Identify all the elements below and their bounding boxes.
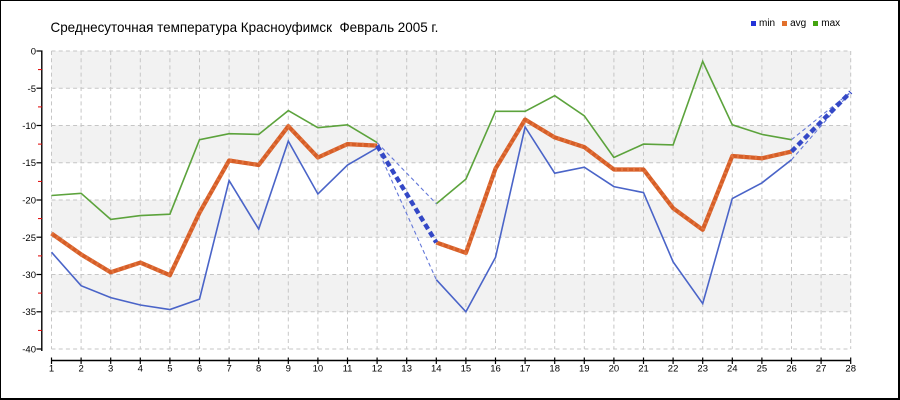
svg-text:24: 24 bbox=[727, 364, 738, 375]
svg-text:18: 18 bbox=[549, 364, 560, 375]
svg-text:-25: -25 bbox=[22, 233, 36, 244]
svg-text:9: 9 bbox=[286, 364, 291, 375]
svg-text:15: 15 bbox=[461, 364, 472, 375]
svg-text:-15: -15 bbox=[22, 158, 36, 169]
svg-text:-20: -20 bbox=[22, 196, 36, 207]
svg-text:4: 4 bbox=[138, 364, 143, 375]
svg-text:-30: -30 bbox=[22, 270, 36, 281]
svg-text:14: 14 bbox=[431, 364, 442, 375]
svg-text:21: 21 bbox=[638, 364, 649, 375]
svg-text:11: 11 bbox=[343, 364, 353, 375]
svg-text:-5: -5 bbox=[28, 84, 36, 95]
svg-text:12: 12 bbox=[372, 364, 383, 375]
svg-text:-40: -40 bbox=[22, 345, 36, 356]
svg-text:-10: -10 bbox=[22, 121, 36, 132]
svg-text:17: 17 bbox=[520, 364, 531, 375]
svg-text:19: 19 bbox=[579, 364, 590, 375]
svg-text:0: 0 bbox=[31, 47, 36, 58]
svg-text:23: 23 bbox=[697, 364, 708, 375]
svg-text:26: 26 bbox=[786, 364, 797, 375]
svg-text:6: 6 bbox=[197, 364, 202, 375]
svg-text:-35: -35 bbox=[22, 307, 36, 318]
svg-text:3: 3 bbox=[108, 364, 113, 375]
svg-text:2: 2 bbox=[78, 364, 83, 375]
svg-text:7: 7 bbox=[226, 364, 231, 375]
svg-text:20: 20 bbox=[609, 364, 620, 375]
svg-text:1: 1 bbox=[49, 364, 54, 375]
svg-text:5: 5 bbox=[167, 364, 172, 375]
svg-text:10: 10 bbox=[313, 364, 324, 375]
svg-text:22: 22 bbox=[668, 364, 679, 375]
svg-text:25: 25 bbox=[757, 364, 768, 375]
svg-text:16: 16 bbox=[490, 364, 501, 375]
svg-text:28: 28 bbox=[845, 364, 856, 375]
svg-text:8: 8 bbox=[256, 364, 261, 375]
svg-text:13: 13 bbox=[401, 364, 412, 375]
svg-text:27: 27 bbox=[816, 364, 827, 375]
